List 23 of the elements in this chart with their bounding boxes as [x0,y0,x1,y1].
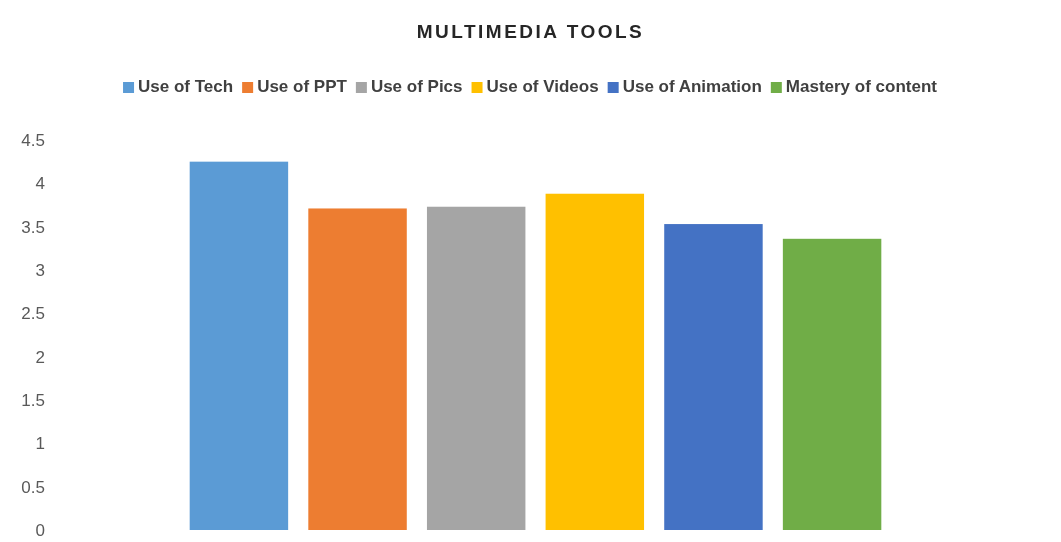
y-tick-label: 2 [35,347,45,367]
y-tick-label: 4.5 [21,130,45,150]
bar [664,224,763,530]
chart-title: MULTIMEDIA TOOLS [416,21,645,42]
legend-label: Use of Tech [138,77,234,96]
y-tick-label: 1.5 [21,390,45,410]
y-tick-label: 2.5 [21,304,45,324]
legend-label: Use of PPT [257,77,348,96]
legend-label: Mastery of content [785,77,938,96]
legend-label: Use of Videos [486,77,599,96]
y-tick-label: 3 [35,260,45,280]
bar [545,193,645,530]
y-tick-label: 3.5 [21,217,45,237]
bar [308,208,407,530]
y-tick-label: 0.5 [21,477,45,497]
bar [189,161,289,530]
bar [782,238,882,530]
bar [426,206,526,530]
legend-label: Use of Pics [370,77,463,96]
legend-label: Use of Animation [622,77,762,96]
y-tick-label: 1 [35,434,45,454]
y-tick-label: 0 [35,520,45,540]
y-tick-label: 4 [35,174,45,194]
